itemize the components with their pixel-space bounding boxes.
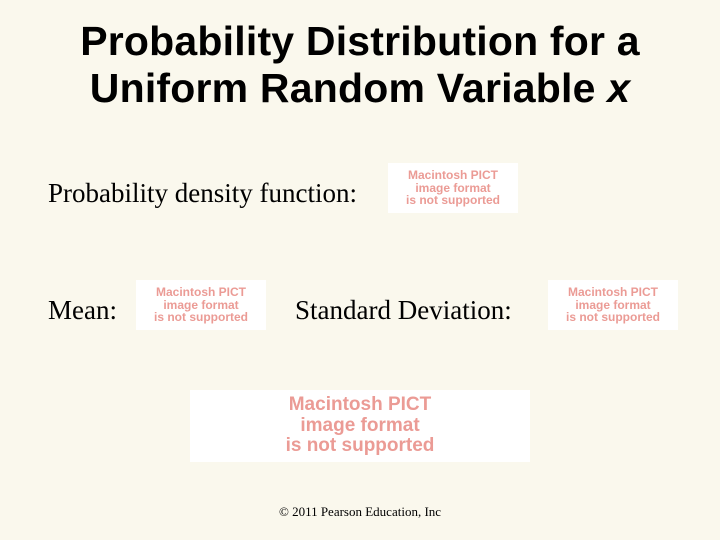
pdf-label: Probability density function: [48, 178, 357, 209]
pict-placeholder-icon: Macintosh PICT image format is not suppo… [388, 163, 518, 213]
pict-line-1: Macintosh PICT [289, 395, 432, 416]
pict-line-3: is not supported [566, 311, 660, 324]
pict-placeholder-icon: Macintosh PICT image format is not suppo… [548, 280, 678, 330]
mean-label: Mean: [48, 295, 117, 326]
title-text: Probability Distribution for a Uniform R… [80, 18, 640, 111]
pict-placeholder-icon: Macintosh PICT image format is not suppo… [136, 280, 266, 330]
pict-line-3: is not supported [286, 436, 435, 457]
slide: Probability Distribution for a Uniform R… [0, 0, 720, 540]
pict-line-2: image format [300, 416, 419, 437]
pict-line-3: is not supported [406, 194, 500, 207]
sd-label: Standard Deviation: [295, 295, 512, 326]
pict-line-1: Macintosh PICT [156, 286, 246, 299]
copyright-footer: © 2011 Pearson Education, Inc [0, 504, 720, 520]
pict-line-1: Macintosh PICT [568, 286, 658, 299]
pict-line-1: Macintosh PICT [408, 169, 498, 182]
pict-line-3: is not supported [154, 311, 248, 324]
slide-title: Probability Distribution for a Uniform R… [0, 18, 720, 112]
pict-placeholder-icon: Macintosh PICT image format is not suppo… [190, 390, 530, 462]
title-variable: x [607, 65, 630, 111]
